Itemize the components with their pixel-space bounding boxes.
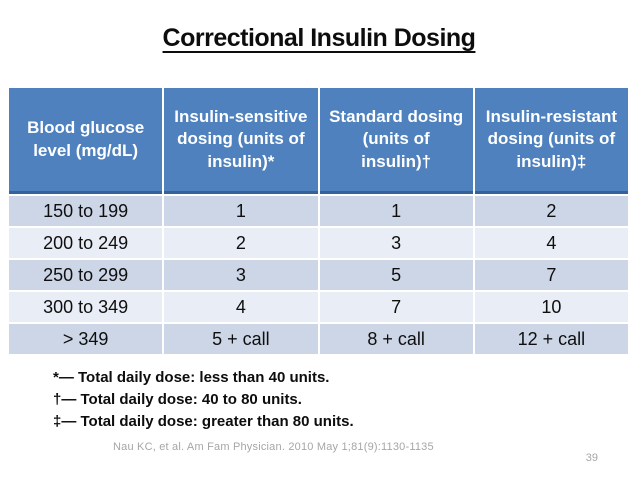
table-header-cell: Blood glucose level (mg/dL) [9,88,163,194]
table-cell: 150 to 199 [9,196,163,226]
table-cell: 3 [164,260,318,290]
table-cell: 2 [474,196,628,226]
table-cell: 200 to 249 [9,228,163,258]
slide-title: Correctional Insulin Dosing [162,24,476,52]
table-cell: 5 [319,260,473,290]
table-row: 300 to 349 4 7 10 [9,292,628,322]
table-row: 250 to 299 3 5 7 [9,260,628,290]
slide-page-number: 39 [585,452,598,464]
table-cell: 7 [474,260,628,290]
footnote-line: †— Total daily dose: 40 to 80 units. [53,391,302,408]
table-cell: 1 [319,196,473,226]
table-cell: 250 to 299 [9,260,163,290]
table-footnotes: *— Total daily dose: less than 40 units.… [53,367,354,433]
table-row: > 349 5 + call 8 + call 12 + call [9,324,628,354]
table-header-cell: Insulin-resistant dosing (units of insul… [474,88,628,194]
table-header-cell: Standard dosing (units of insulin)† [319,88,473,194]
table-cell: 4 [474,228,628,258]
table-cell: 4 [164,292,318,322]
table-cell: 3 [319,228,473,258]
table-cell: 2 [164,228,318,258]
footnote-line: *— Total daily dose: less than 40 units. [53,369,330,386]
table-cell: 300 to 349 [9,292,163,322]
table-cell: 7 [319,292,473,322]
insulin-dosing-table: Blood glucose level (mg/dL) Insulin-sensi… [9,88,628,356]
table-row: 200 to 249 2 3 4 [9,228,628,258]
table-row: 150 to 199 1 1 2 [9,196,628,226]
table-cell: 10 [474,292,628,322]
footnote-line: ‡— Total daily dose: greater than 80 uni… [53,413,354,430]
table-cell: 5 + call [164,324,318,354]
table-cell: 1 [164,196,318,226]
table-cell: 8 + call [319,324,473,354]
table-header-cell: Insulin-sensitive dosing (units of insul… [164,88,318,194]
table-cell: 12 + call [474,324,628,354]
citation-text: Nau KC, et al. Am Fam Physician. 2010 Ma… [113,441,434,453]
table-cell: > 349 [9,324,163,354]
table-header-row: Blood glucose level (mg/dL) Insulin-sensi… [9,88,628,194]
